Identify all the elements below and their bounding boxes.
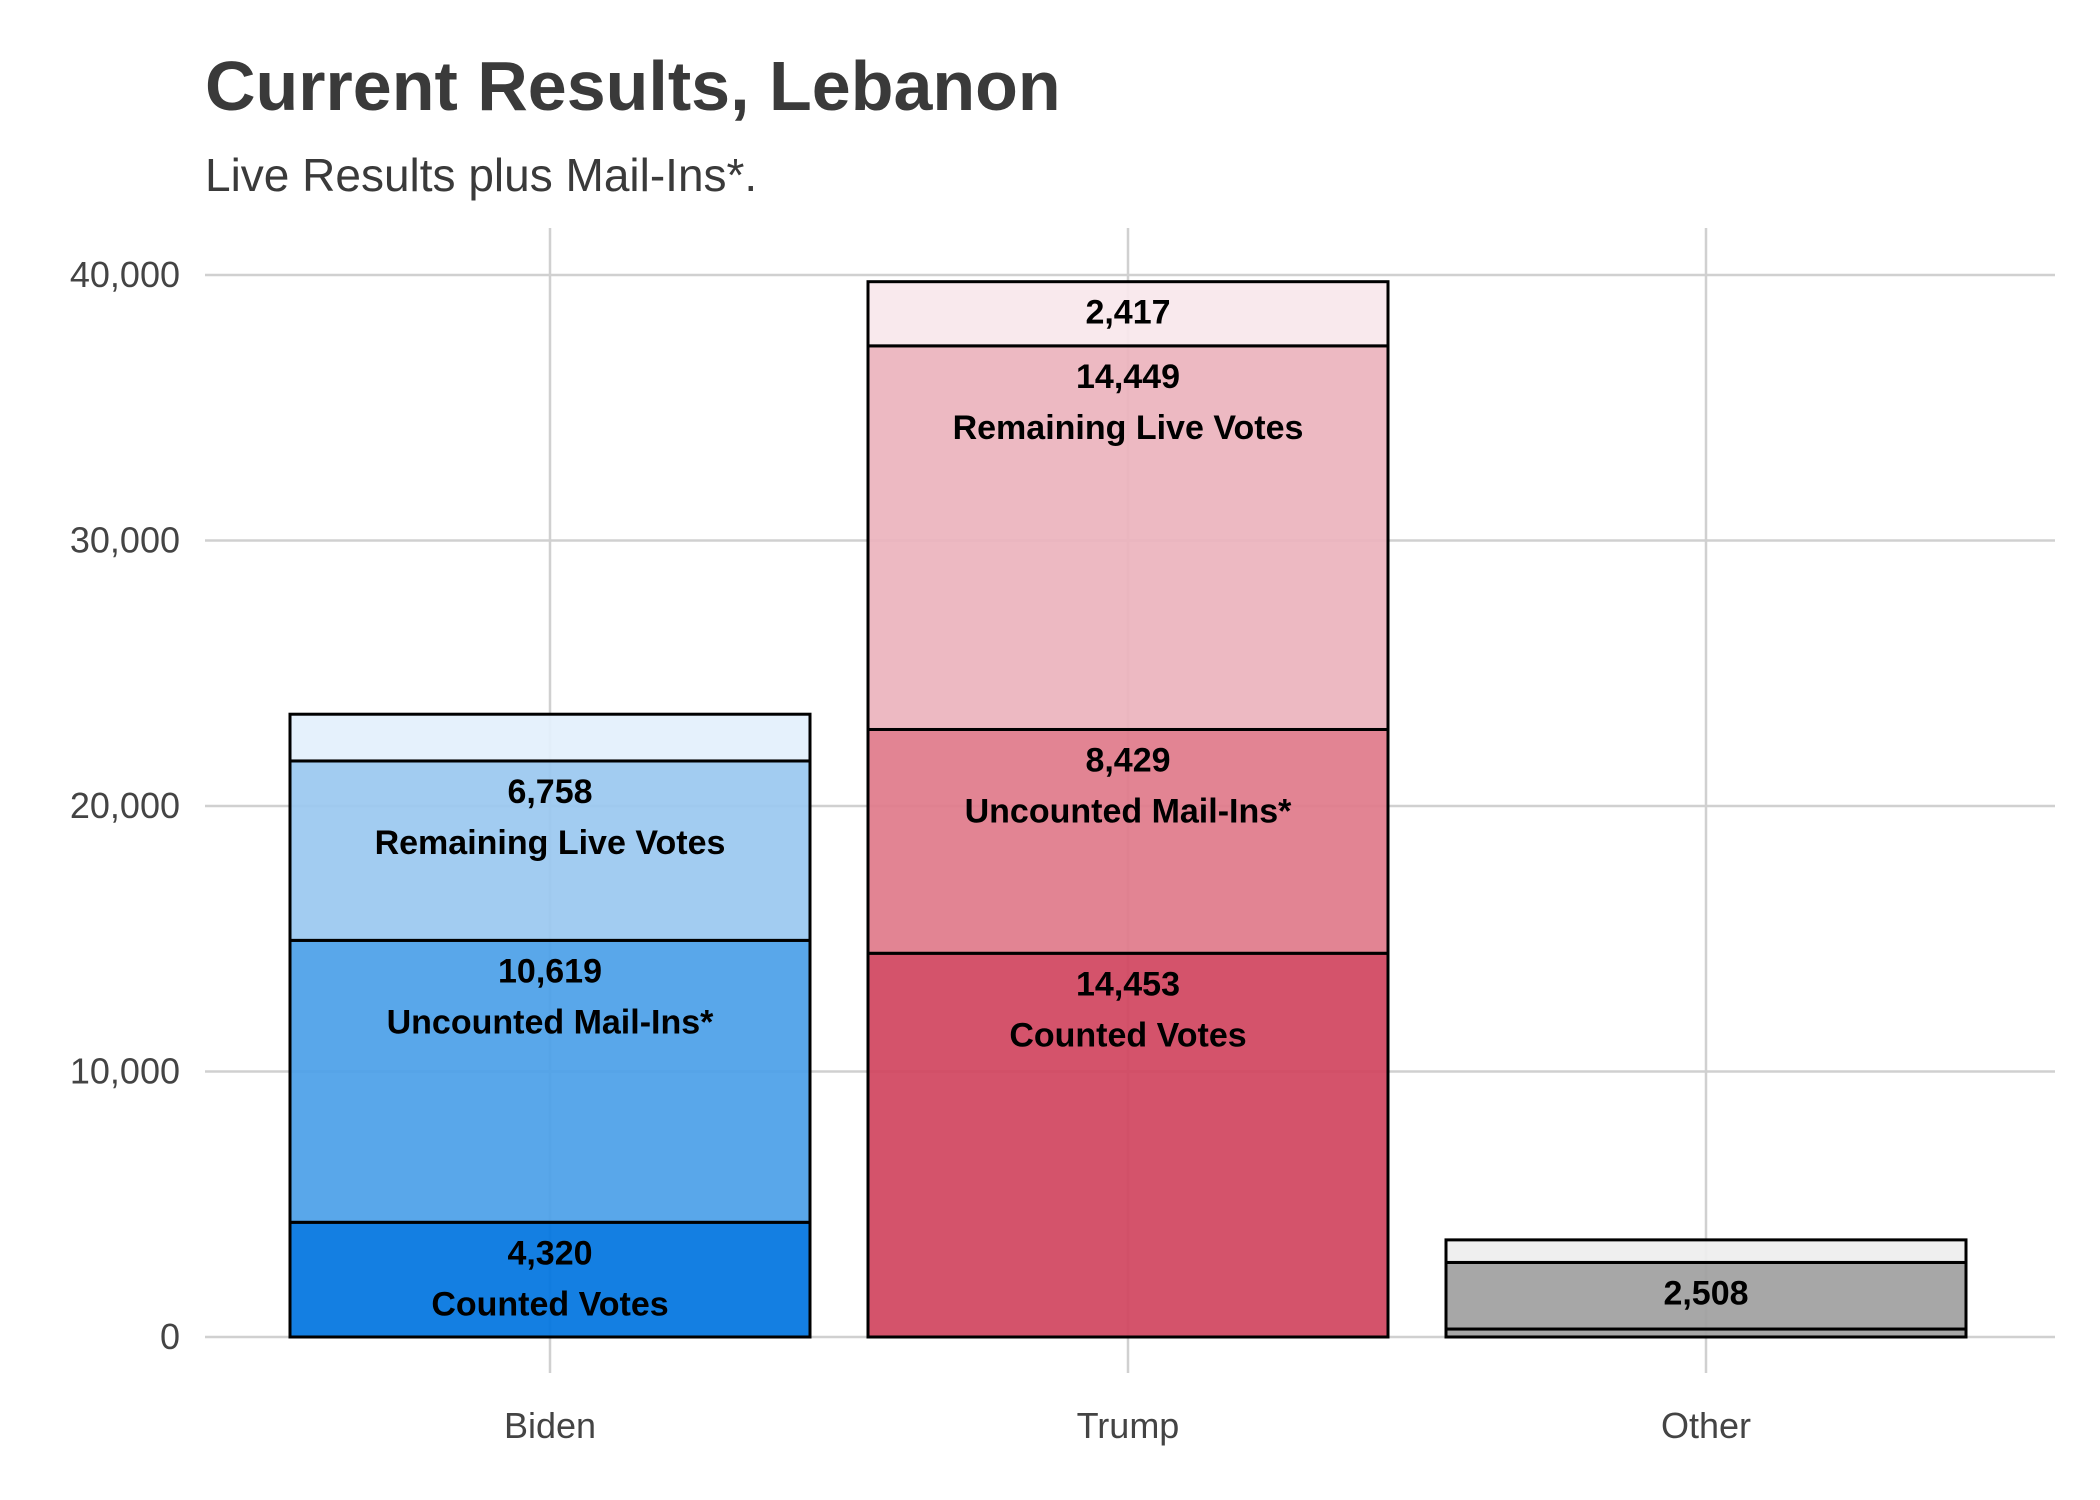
bar-segment <box>288 1220 812 1339</box>
bar-segment <box>866 344 1390 731</box>
x-tick-label: Biden <box>504 1405 596 1446</box>
segment-value-label: 8,429 <box>1085 741 1170 779</box>
segment-text-label: Uncounted Mail-Ins* <box>965 792 1293 830</box>
y-tick-label: 20,000 <box>70 785 180 826</box>
bar-biden <box>288 712 812 1339</box>
segment-text-label: Remaining Live Votes <box>375 824 726 862</box>
bar-other <box>1444 1238 1968 1339</box>
bar-segment <box>866 280 1390 348</box>
bar-segment <box>288 712 812 763</box>
bar-segment <box>1444 1260 1968 1331</box>
bar-segment <box>866 951 1390 1339</box>
chart-title: Current Results, Lebanon <box>205 47 1061 125</box>
bar-segment <box>288 938 812 1224</box>
segment-labels: 4,320 Counted Votes 10,619 Uncounted Mail-I… <box>375 294 1749 1324</box>
y-tick-label: 10,000 <box>70 1051 180 1092</box>
segment-value-label: 14,449 <box>1076 358 1180 396</box>
y-tick-label: 0 <box>160 1316 180 1357</box>
segment-value-label: 2,417 <box>1085 294 1170 332</box>
chart-subtitle: Live Results plus Mail-Ins*. <box>205 149 758 201</box>
x-tick-label: Other <box>1661 1405 1751 1446</box>
bar-segment <box>288 759 812 942</box>
y-tick-label: 40,000 <box>70 254 180 295</box>
bar-segment <box>1444 1238 1968 1264</box>
segment-value-label: 10,619 <box>498 952 602 990</box>
segment-value-label: 6,758 <box>507 773 592 811</box>
bar-segment <box>866 727 1390 955</box>
segment-text-label: Counted Votes <box>1009 1016 1246 1054</box>
y-tick-label: 30,000 <box>70 520 180 561</box>
segment-value-label: 4,320 <box>507 1234 592 1272</box>
segment-text-label: Counted Votes <box>431 1285 668 1323</box>
segment-text-label: Remaining Live Votes <box>953 409 1304 447</box>
x-tick-label: Trump <box>1077 1405 1180 1446</box>
segment-text-label: Uncounted Mail-Ins* <box>387 1003 715 1041</box>
segment-value-label: 2,508 <box>1663 1274 1748 1312</box>
segment-value-label: 14,453 <box>1076 965 1180 1003</box>
bar-trump <box>866 280 1390 1339</box>
